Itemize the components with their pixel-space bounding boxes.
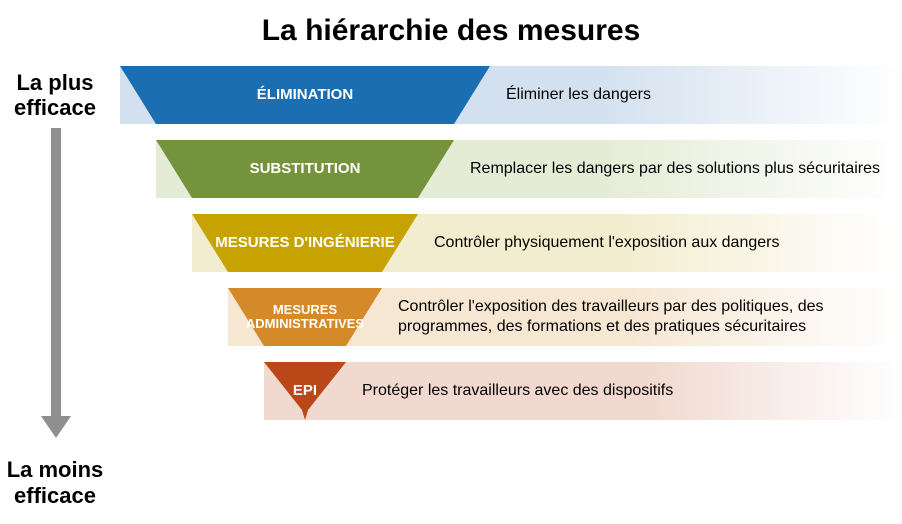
level-label: SUBSTITUTION xyxy=(156,140,454,198)
funnel-rows: ÉLIMINATION Éliminer les dangers SUBSTITUT… xyxy=(120,66,902,436)
effectiveness-top-label: La plus efficace xyxy=(0,70,110,121)
level-description: Contrôler l'exposition des travailleurs … xyxy=(398,288,898,346)
eff-top-line2: efficace xyxy=(14,95,96,120)
down-arrow-icon xyxy=(44,128,68,438)
hierarchy-level: MESURES ADMINISTRATIVES Contrôler l'expos… xyxy=(120,288,902,346)
hierarchy-level: ÉLIMINATION Éliminer les dangers xyxy=(120,66,902,124)
effectiveness-scale: La plus efficace La moins efficace xyxy=(0,66,110,516)
hierarchy-level: SUBSTITUTION Remplacer les dangers par de… xyxy=(120,140,902,198)
level-label: MESURES ADMINISTRATIVES xyxy=(228,288,382,346)
eff-top-line1: La plus xyxy=(16,70,93,95)
level-description: Contrôler physiquement l'exposition aux … xyxy=(434,214,898,272)
hierarchy-level: MESURES D'INGÉNIERIE Contrôler physiqueme… xyxy=(120,214,902,272)
level-label: MESURES D'INGÉNIERIE xyxy=(192,214,418,272)
eff-bot-line1: La moins xyxy=(7,457,104,482)
hierarchy-level: EPI Protéger les travailleurs avec des di… xyxy=(120,362,902,420)
level-label: ÉLIMINATION xyxy=(120,66,490,124)
diagram-area: La plus efficace La moins efficace ÉLIMI… xyxy=(0,66,902,516)
effectiveness-bottom-label: La moins efficace xyxy=(0,457,110,508)
level-label: EPI xyxy=(264,362,346,420)
page-title: La hiérarchie des mesures xyxy=(0,0,902,66)
level-description: Éliminer les dangers xyxy=(506,66,898,124)
level-description: Remplacer les dangers par des solutions … xyxy=(470,140,898,198)
level-description: Protéger les travailleurs avec des dispo… xyxy=(362,362,898,420)
eff-bot-line2: efficace xyxy=(14,483,96,508)
